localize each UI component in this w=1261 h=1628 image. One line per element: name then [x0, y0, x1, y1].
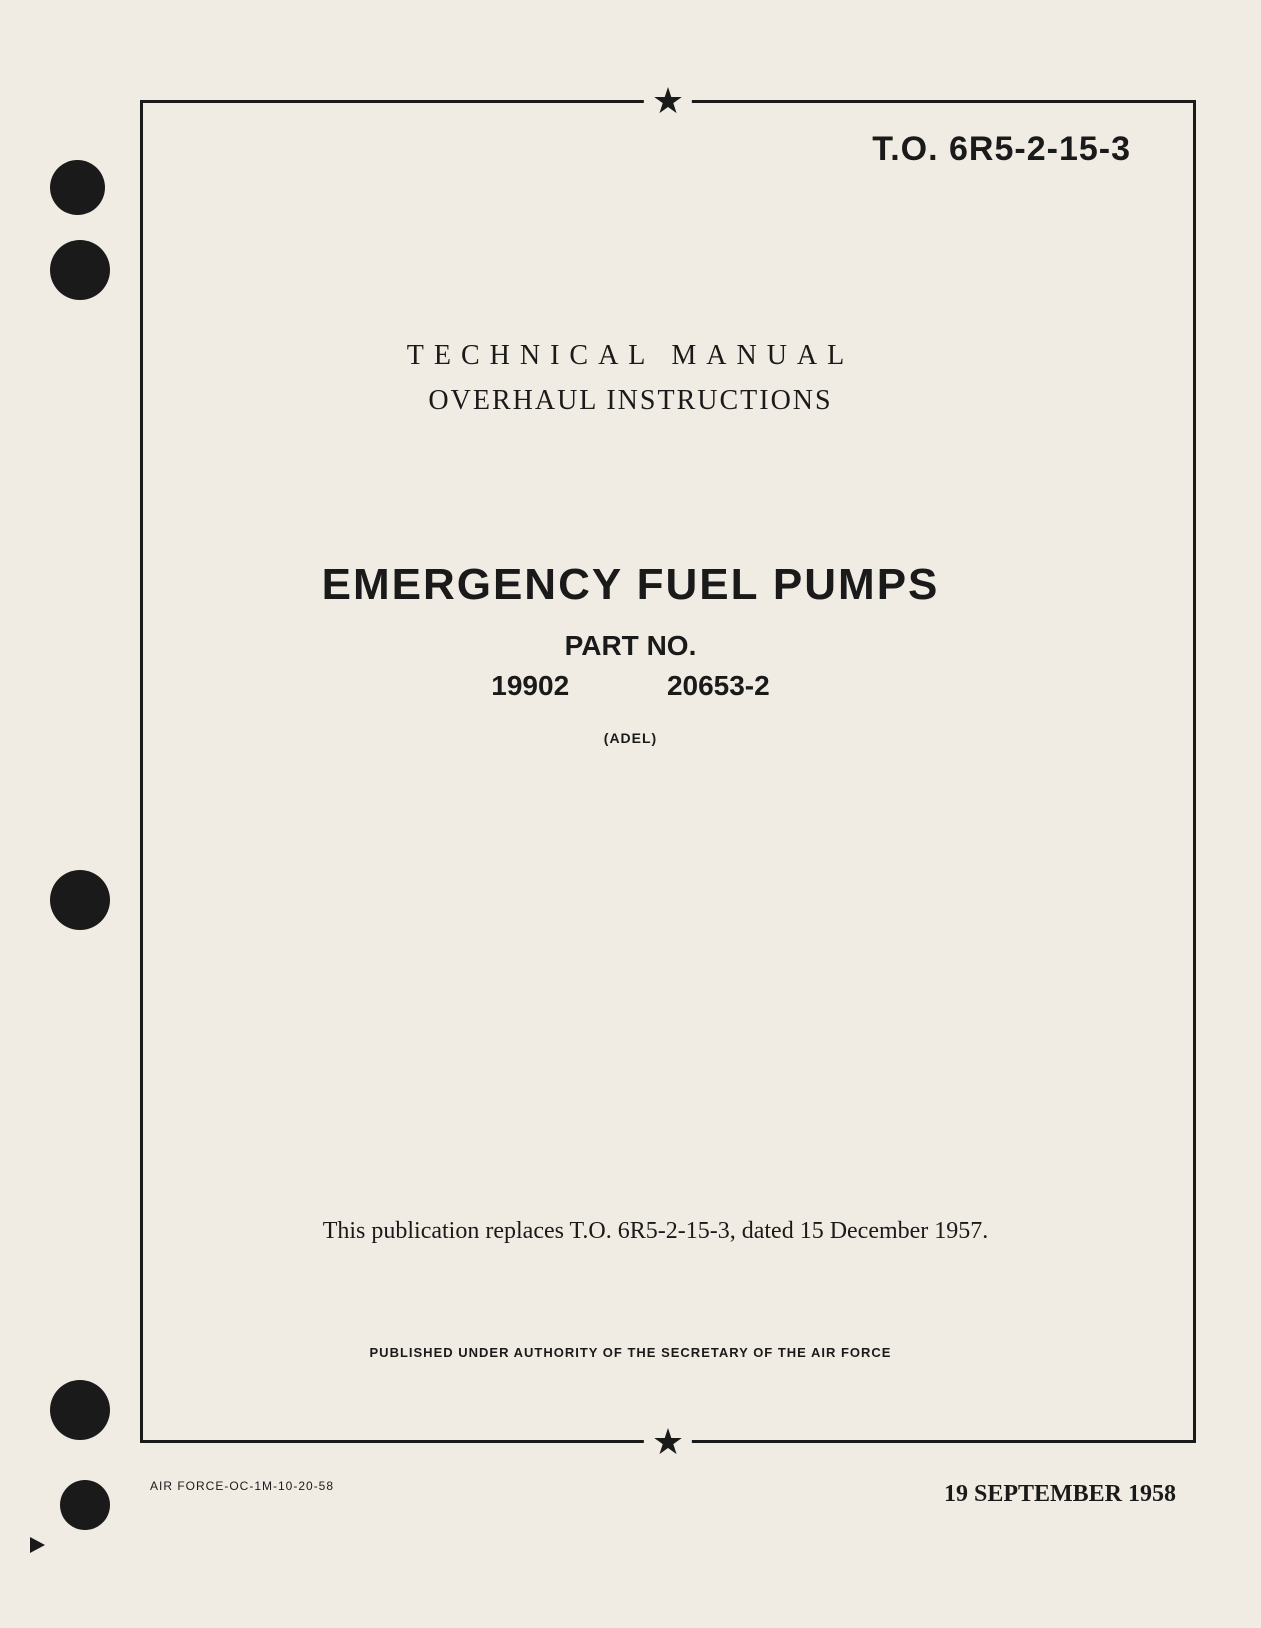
document-type-line1: TECHNICAL MANUAL	[0, 340, 1261, 372]
technical-order-number: T.O. 6R5-2-15-3	[872, 130, 1131, 169]
arrow-marker	[30, 1537, 45, 1553]
part-numbers-row: 19902 20653-2	[0, 670, 1261, 702]
punch-hole	[50, 240, 110, 300]
document-type-line2: OVERHAUL INSTRUCTIONS	[0, 385, 1261, 417]
publication-date: 19 SEPTEMBER 1958	[944, 1481, 1176, 1508]
star-icon: ★	[644, 1424, 692, 1460]
print-code: AIR FORCE-OC-1M-10-20-58	[150, 1479, 334, 1493]
punch-hole	[50, 160, 105, 215]
part-number-1: 19902	[491, 670, 569, 702]
publishing-authority: PUBLISHED UNDER AUTHORITY OF THE SECRETA…	[0, 1345, 1261, 1360]
punch-hole	[60, 1480, 110, 1530]
punch-hole	[50, 870, 110, 930]
punch-hole	[50, 1380, 110, 1440]
supersession-notice: This publication replaces T.O. 6R5-2-15-…	[200, 1215, 1111, 1249]
manufacturer-name: (ADEL)	[0, 730, 1261, 746]
part-number-2: 20653-2	[667, 670, 770, 702]
part-number-label: PART NO.	[0, 630, 1261, 662]
document-page: ★ ★ T.O. 6R5-2-15-3 TECHNICAL MANUAL OVE…	[0, 0, 1261, 1628]
document-title: EMERGENCY FUEL PUMPS	[0, 560, 1261, 610]
star-icon: ★	[644, 83, 692, 119]
